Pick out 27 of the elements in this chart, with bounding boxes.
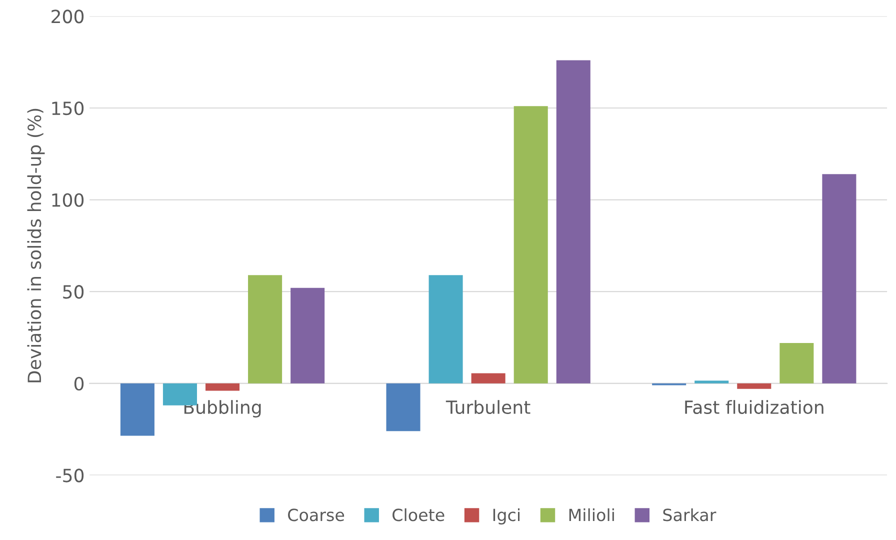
y-axis-title: Deviation in solids hold-up (%) <box>27 108 45 382</box>
y-tick-label: 150 <box>52 101 84 116</box>
bar <box>205 383 240 391</box>
y-tick-label: 200 <box>52 10 84 24</box>
bar <box>428 275 463 384</box>
y-tick-label: 0 <box>74 376 84 391</box>
bar <box>471 373 506 384</box>
bar <box>822 174 856 384</box>
y-tick-label: 50 <box>63 285 84 299</box>
legend-label: Cloete <box>392 508 444 522</box>
bar <box>386 383 420 432</box>
legend-label: Milioli <box>569 508 614 522</box>
bar <box>120 383 154 436</box>
legend-label: Sarkar <box>663 508 716 522</box>
y-tick-label: -50 <box>56 468 84 482</box>
bar <box>780 343 814 384</box>
bar <box>694 380 729 384</box>
bar <box>737 383 772 389</box>
bar <box>248 275 282 384</box>
legend-label: Coarse <box>288 508 344 522</box>
x-tick-label: Fast fluidization <box>685 400 824 414</box>
bar <box>514 106 548 384</box>
x-tick-label: Turbulent <box>446 400 530 414</box>
legend-label: Igci <box>493 508 520 524</box>
y-tick-label: 100 <box>52 193 84 207</box>
bar <box>290 288 325 384</box>
bar <box>556 60 590 384</box>
